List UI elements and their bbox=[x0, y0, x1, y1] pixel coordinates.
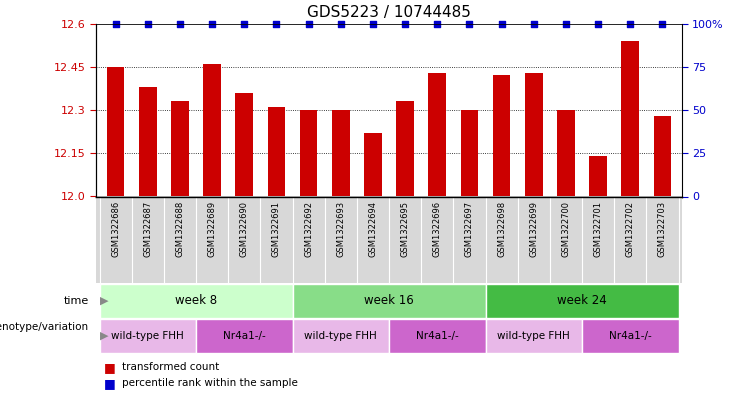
Point bbox=[302, 20, 314, 27]
Text: ▶: ▶ bbox=[100, 296, 108, 306]
Text: GSM1322686: GSM1322686 bbox=[111, 201, 120, 257]
Text: GSM1322700: GSM1322700 bbox=[562, 201, 571, 257]
Bar bbox=[525, 73, 542, 196]
Point bbox=[206, 20, 218, 27]
Text: GSM1322691: GSM1322691 bbox=[272, 201, 281, 257]
Bar bbox=[332, 110, 350, 196]
Text: GSM1322696: GSM1322696 bbox=[433, 201, 442, 257]
Bar bbox=[622, 41, 639, 196]
Point bbox=[239, 20, 250, 27]
Text: ■: ■ bbox=[104, 361, 116, 374]
Bar bbox=[293, 284, 485, 318]
Text: GSM1322694: GSM1322694 bbox=[368, 201, 377, 257]
Text: GSM1322688: GSM1322688 bbox=[176, 201, 185, 257]
Bar bbox=[493, 75, 511, 196]
Point bbox=[174, 20, 186, 27]
Text: GSM1322699: GSM1322699 bbox=[529, 201, 538, 257]
Bar bbox=[300, 110, 317, 196]
Text: GSM1322703: GSM1322703 bbox=[658, 201, 667, 257]
Title: GDS5223 / 10744485: GDS5223 / 10744485 bbox=[307, 5, 471, 20]
Text: GSM1322692: GSM1322692 bbox=[304, 201, 313, 257]
Text: Nr4a1-/-: Nr4a1-/- bbox=[223, 331, 266, 341]
Point bbox=[270, 20, 282, 27]
Point bbox=[560, 20, 572, 27]
Point bbox=[625, 20, 637, 27]
Point bbox=[528, 20, 539, 27]
Bar bbox=[654, 116, 671, 196]
Text: time: time bbox=[64, 296, 89, 306]
Bar bbox=[171, 101, 189, 196]
Text: wild-type FHH: wild-type FHH bbox=[497, 331, 570, 341]
Bar bbox=[589, 156, 607, 196]
Point bbox=[657, 20, 668, 27]
Bar bbox=[557, 110, 575, 196]
Text: Nr4a1-/-: Nr4a1-/- bbox=[416, 331, 459, 341]
Bar bbox=[485, 284, 679, 318]
Point bbox=[142, 20, 153, 27]
Bar bbox=[461, 110, 478, 196]
Text: GSM1322701: GSM1322701 bbox=[594, 201, 602, 257]
Bar bbox=[396, 101, 414, 196]
Bar bbox=[485, 319, 582, 353]
Bar bbox=[107, 67, 124, 196]
Text: Nr4a1-/-: Nr4a1-/- bbox=[609, 331, 651, 341]
Point bbox=[110, 20, 122, 27]
Point bbox=[496, 20, 508, 27]
Bar bbox=[196, 319, 293, 353]
Text: week 8: week 8 bbox=[175, 294, 217, 307]
Point bbox=[431, 20, 443, 27]
Bar bbox=[203, 64, 221, 196]
Text: GSM1322695: GSM1322695 bbox=[401, 201, 410, 257]
Bar bbox=[582, 319, 679, 353]
Bar bbox=[293, 319, 389, 353]
Text: week 24: week 24 bbox=[557, 294, 607, 307]
Text: percentile rank within the sample: percentile rank within the sample bbox=[122, 378, 298, 388]
Text: GSM1322698: GSM1322698 bbox=[497, 201, 506, 257]
Point bbox=[335, 20, 347, 27]
Point bbox=[464, 20, 476, 27]
Text: GSM1322697: GSM1322697 bbox=[465, 201, 474, 257]
Bar bbox=[99, 319, 196, 353]
Text: GSM1322687: GSM1322687 bbox=[143, 201, 153, 257]
Bar bbox=[99, 284, 293, 318]
Point bbox=[592, 20, 604, 27]
Text: week 16: week 16 bbox=[364, 294, 414, 307]
Bar bbox=[268, 107, 285, 196]
Text: wild-type FHH: wild-type FHH bbox=[305, 331, 377, 341]
Text: GSM1322693: GSM1322693 bbox=[336, 201, 345, 257]
Text: transformed count: transformed count bbox=[122, 362, 219, 373]
Bar bbox=[236, 93, 253, 196]
Bar bbox=[389, 319, 485, 353]
Text: GSM1322690: GSM1322690 bbox=[240, 201, 249, 257]
Point bbox=[399, 20, 411, 27]
Text: wild-type FHH: wild-type FHH bbox=[111, 331, 185, 341]
Bar bbox=[364, 133, 382, 196]
Text: ▶: ▶ bbox=[100, 331, 108, 341]
Text: genotype/variation: genotype/variation bbox=[0, 322, 89, 332]
Point bbox=[367, 20, 379, 27]
Bar bbox=[428, 73, 446, 196]
Bar bbox=[139, 87, 156, 196]
Text: GSM1322702: GSM1322702 bbox=[625, 201, 635, 257]
Text: GSM1322689: GSM1322689 bbox=[207, 201, 216, 257]
Text: ■: ■ bbox=[104, 376, 116, 390]
